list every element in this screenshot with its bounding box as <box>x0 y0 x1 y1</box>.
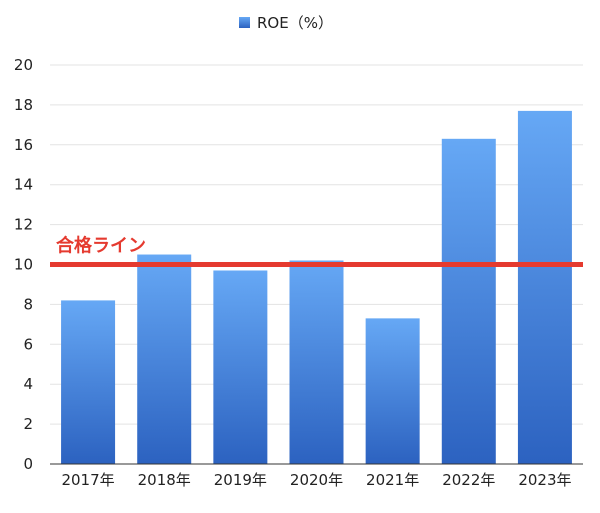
x-tick-label: 2017年 <box>61 471 114 489</box>
bar <box>517 110 572 464</box>
y-tick-label: 10 <box>14 256 33 274</box>
bar <box>213 270 268 464</box>
bars <box>61 110 572 464</box>
x-tick-label: 2023年 <box>518 471 571 489</box>
legend: ROE（%） <box>239 14 333 32</box>
y-tick-label: 8 <box>23 295 33 313</box>
reference-line-group: 合格ライン <box>50 235 583 267</box>
bar <box>137 254 192 464</box>
x-tick-label: 2021年 <box>366 471 419 489</box>
y-tick-label: 14 <box>14 176 33 194</box>
x-tick-label: 2019年 <box>214 471 267 489</box>
y-tick-label: 4 <box>23 375 33 393</box>
bar <box>365 318 420 464</box>
y-tick-label: 20 <box>14 56 33 74</box>
y-tick-label: 2 <box>23 415 33 433</box>
reference-line-label: 合格ライン <box>56 235 146 257</box>
x-tick-label: 2018年 <box>138 471 191 489</box>
y-tick-label: 0 <box>23 455 33 473</box>
y-tick-label: 16 <box>14 136 33 154</box>
legend-swatch <box>239 17 250 28</box>
y-tick-label: 6 <box>23 335 33 353</box>
bar <box>441 138 496 464</box>
y-tick-label: 18 <box>14 96 33 114</box>
y-tick-label: 12 <box>14 216 33 234</box>
y-axis-ticks: 0 2 4 6 8 10 12 14 16 18 20 <box>14 56 33 473</box>
bar <box>289 260 344 464</box>
x-tick-label: 2020年 <box>290 471 343 489</box>
x-tick-label: 2022年 <box>442 471 495 489</box>
x-axis-ticks: 2017年 2018年 2019年 2020年 2021年 2022年 2023年 <box>61 471 571 489</box>
legend-label: ROE（%） <box>257 14 333 32</box>
bar <box>61 300 116 464</box>
